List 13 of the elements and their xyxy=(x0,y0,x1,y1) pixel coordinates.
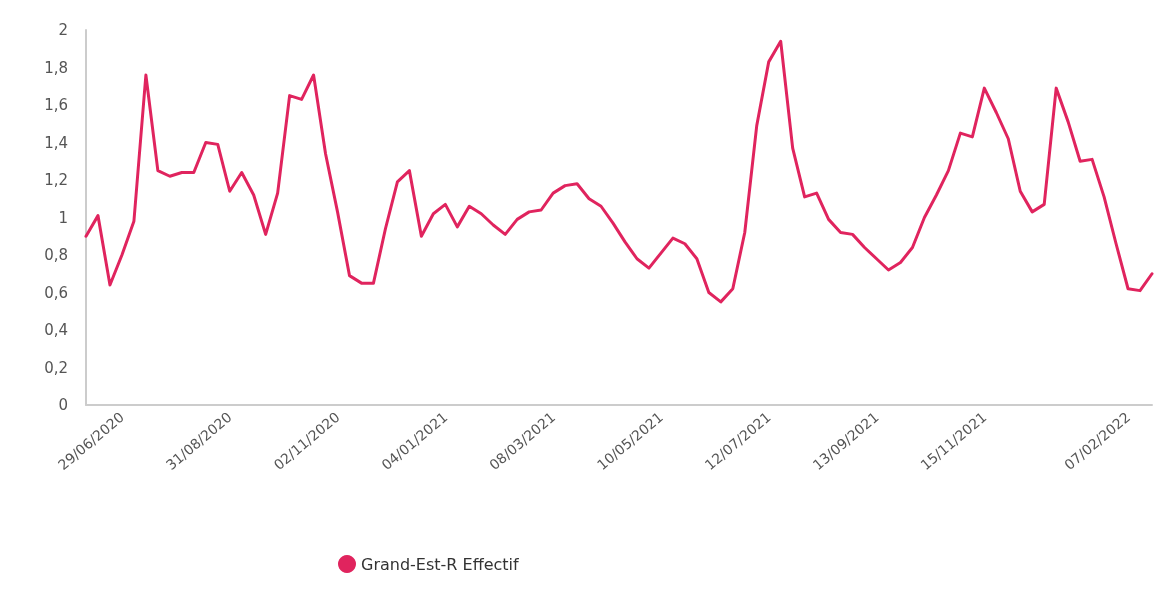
y-tick-label: 1,6 xyxy=(44,96,68,114)
y-tick-label: 0,6 xyxy=(44,283,68,302)
y-tick-label: 1,8 xyxy=(44,58,68,77)
y-tick-label: 0,4 xyxy=(44,321,68,339)
y-tick-label: 1 xyxy=(58,208,68,227)
line-series xyxy=(84,39,1154,304)
y-tick-label: 0,8 xyxy=(44,246,68,264)
legend-label: Grand-Est-R Effectif xyxy=(361,554,520,574)
y-tick-label: 0,2 xyxy=(44,358,68,377)
y-tick-label: 1,4 xyxy=(44,133,68,152)
y-tick-label: 2 xyxy=(58,21,68,39)
y-tick-label: 1,2 xyxy=(44,171,68,189)
y-tick-label: 0 xyxy=(58,396,68,414)
